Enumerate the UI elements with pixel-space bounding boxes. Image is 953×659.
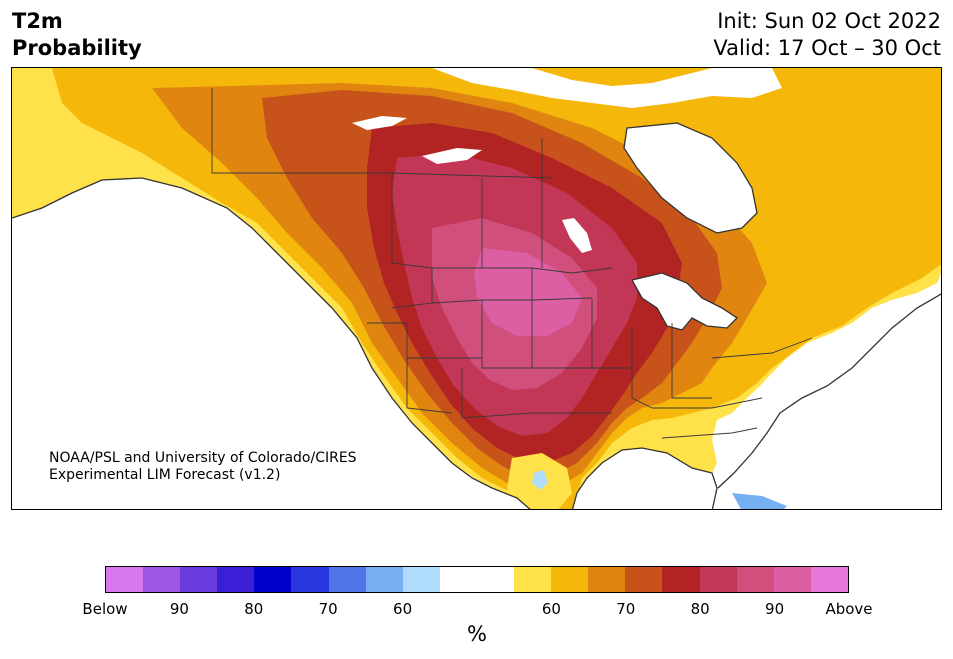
colorbar-segment <box>291 567 329 592</box>
init-date: Init: Sun 02 Oct 2022 <box>717 9 941 33</box>
colorbar-tick-label: Below <box>82 600 128 618</box>
political-borders <box>211 88 813 439</box>
colorbar-segment <box>106 567 144 592</box>
lake-winnipeg <box>562 218 592 253</box>
colorbar-segment <box>514 567 552 592</box>
caribbean-blue <box>732 493 787 509</box>
colorbar-segment <box>439 567 477 592</box>
colorbar-tick-label: 80 <box>690 600 710 618</box>
coastlines <box>12 122 941 509</box>
colorbar-tick-label: Above <box>825 600 873 618</box>
title-line-type: Probability <box>12 36 142 60</box>
credit-line-product: Experimental LIM Forecast (v1.2) <box>49 467 281 483</box>
map-canvas <box>12 68 941 509</box>
colorbar <box>105 566 849 593</box>
credit-line-organizations: NOAA/PSL and University of Colorado/CIRE… <box>49 450 357 466</box>
region-magenta <box>474 248 582 336</box>
map-title: T2m Probability <box>12 8 142 62</box>
colorbar-segment <box>662 567 700 592</box>
credit-text: NOAA/PSL and University of Colorado/CIRE… <box>49 450 357 484</box>
pacific-ocean <box>12 178 530 509</box>
colorbar-segment <box>365 567 403 592</box>
great-lakes <box>632 273 737 330</box>
colorbar-tick-label: 60 <box>541 600 561 618</box>
colorbar-tick-label: 70 <box>616 600 636 618</box>
colorbar-tick-label: 60 <box>393 600 413 618</box>
colorbar-segment <box>773 567 811 592</box>
colorbar-tick-label: 70 <box>318 600 338 618</box>
region-light-blue-spot <box>532 470 548 490</box>
colorbar-segment <box>551 567 589 592</box>
forecast-dates: Init: Sun 02 Oct 2022 Valid: 17 Oct – 30… <box>713 8 941 62</box>
probability-map <box>11 67 942 510</box>
colorbar-segment <box>217 567 255 592</box>
colorbar-segment <box>588 567 626 592</box>
colorbar-segment <box>402 567 440 592</box>
colorbar-segment <box>699 567 737 592</box>
title-line-variable: T2m <box>12 9 63 33</box>
colorbar-segment <box>143 567 181 592</box>
colorbar-segment <box>476 567 515 592</box>
colorbar-segment <box>736 567 774 592</box>
colorbar-tick-label: 80 <box>244 600 264 618</box>
great-slave-lake <box>352 116 407 130</box>
colorbar-tick-label: 90 <box>765 600 785 618</box>
valid-range: Valid: 17 Oct – 30 Oct <box>713 36 941 60</box>
colorbar-segment <box>810 567 848 592</box>
colorbar-unit-label: % <box>467 622 487 646</box>
colorbar-segment <box>254 567 292 592</box>
lake-athabasca <box>422 148 482 164</box>
colorbar-segment <box>625 567 663 592</box>
colorbar-segment <box>328 567 366 592</box>
arctic-water <box>432 68 782 108</box>
atlantic-gulf <box>572 294 941 509</box>
colorbar-tick-label: 90 <box>169 600 189 618</box>
colorbar-segment <box>180 567 218 592</box>
